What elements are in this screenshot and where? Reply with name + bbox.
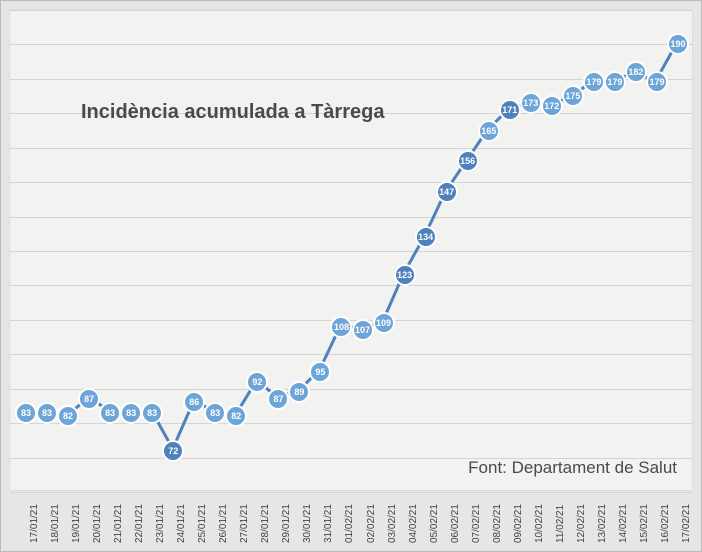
data-point: 134 (415, 226, 437, 248)
data-point: 89 (288, 381, 310, 403)
data-point: 175 (562, 85, 584, 107)
data-point: 171 (499, 99, 521, 121)
data-point: 82 (225, 405, 247, 427)
data-point: 190 (667, 33, 689, 55)
data-point: 83 (15, 402, 37, 424)
chart-plot-area: 8383828783838372868382928789951081071091… (9, 9, 693, 491)
data-point: 83 (36, 402, 58, 424)
data-point: 83 (120, 402, 142, 424)
data-point: 83 (204, 402, 226, 424)
x-axis-labels: 17/01/2118/01/2119/01/2120/01/2121/01/21… (9, 493, 693, 551)
data-point: 173 (520, 92, 542, 114)
data-point: 92 (246, 371, 268, 393)
data-point: 108 (330, 316, 352, 338)
data-point: 87 (267, 388, 289, 410)
data-point: 86 (183, 391, 205, 413)
data-point: 95 (309, 361, 331, 383)
data-point: 83 (141, 402, 163, 424)
chart-container: 8383828783838372868382928789951081071091… (0, 0, 702, 552)
data-point: 179 (583, 71, 605, 93)
data-point: 179 (604, 71, 626, 93)
data-point: 109 (373, 312, 395, 334)
data-point: 83 (99, 402, 121, 424)
data-point: 182 (625, 61, 647, 83)
data-point: 72 (162, 440, 184, 462)
data-point: 172 (541, 95, 563, 117)
data-point: 87 (78, 388, 100, 410)
data-point: 147 (436, 181, 458, 203)
data-point: 179 (646, 71, 668, 93)
data-point: 107 (352, 319, 374, 341)
data-point: 123 (394, 264, 416, 286)
data-point: 82 (57, 405, 79, 427)
data-point: 156 (457, 150, 479, 172)
data-point: 165 (478, 120, 500, 142)
